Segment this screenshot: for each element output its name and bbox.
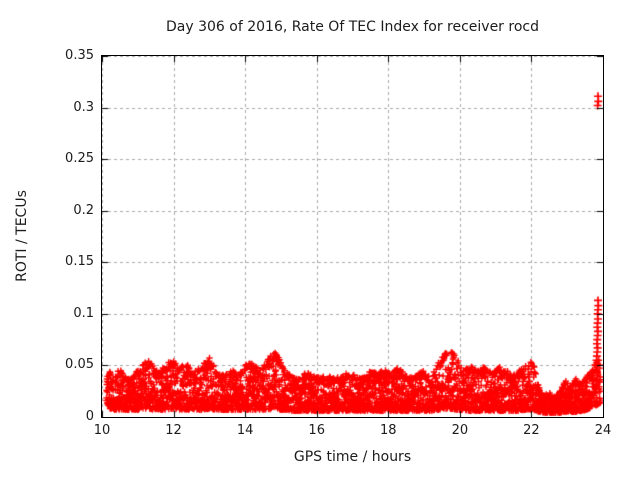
- y-tick-label: 0.2: [73, 202, 94, 218]
- x-tick-label: 20: [451, 423, 469, 438]
- y-tick-label: 0.05: [65, 357, 94, 373]
- x-tick-label: 18: [380, 423, 397, 438]
- x-axis-label: GPS time / hours: [293, 449, 412, 465]
- y-tick-label: 0.3: [73, 99, 94, 115]
- x-tick-label: 24: [594, 423, 612, 438]
- plot-title: Day 306 of 2016, Rate Of TEC Index for r…: [166, 19, 539, 35]
- y-tick-label: 0.15: [65, 254, 94, 270]
- y-tick-label: 0.35: [65, 48, 94, 63]
- x-tick-label: 16: [308, 423, 325, 438]
- x-tick-label: 12: [165, 423, 182, 438]
- y-tick-label: 0.25: [65, 151, 94, 167]
- x-tick-label: 10: [93, 423, 111, 438]
- scatter-plot-canvas: [102, 56, 603, 417]
- plot-border: [101, 55, 604, 418]
- y-axis-label: ROTI / TECUs: [14, 190, 30, 282]
- y-tick-label: 0.1: [73, 305, 94, 321]
- x-tick-label: 22: [523, 423, 540, 438]
- y-tick-label: 0: [85, 409, 94, 424]
- x-tick-label: 14: [236, 423, 254, 438]
